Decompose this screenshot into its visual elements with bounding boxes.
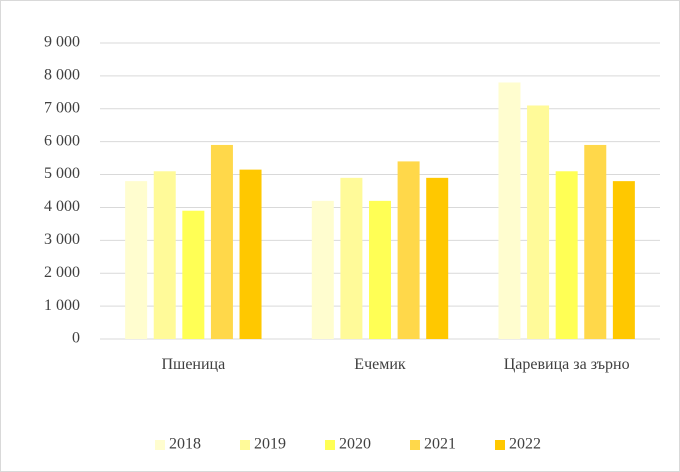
legend-swatch bbox=[495, 440, 505, 450]
bar bbox=[426, 177, 449, 339]
legend-swatch bbox=[410, 440, 420, 450]
legend-label: 2020 bbox=[339, 436, 371, 453]
bar bbox=[239, 169, 262, 339]
legend-swatch bbox=[240, 440, 250, 450]
y-tick-label: 5 000 bbox=[44, 165, 80, 182]
bar bbox=[397, 161, 420, 339]
bar bbox=[340, 177, 363, 339]
legend-label: 2018 bbox=[169, 436, 201, 453]
bar bbox=[555, 171, 578, 339]
bar bbox=[210, 144, 233, 339]
bar bbox=[182, 210, 205, 339]
y-tick-label: 6 000 bbox=[44, 132, 80, 149]
y-tick-label: 8 000 bbox=[44, 67, 80, 84]
bar bbox=[311, 200, 334, 339]
x-tick-label: Царевица за зърно bbox=[503, 356, 630, 373]
x-tick-label: Ечемик bbox=[354, 356, 406, 373]
bar bbox=[612, 181, 635, 339]
legend-label: 2019 bbox=[254, 436, 286, 453]
y-tick-label: 1 000 bbox=[44, 297, 80, 314]
x-tick-label: Пшеница bbox=[161, 356, 226, 373]
bar bbox=[498, 82, 521, 339]
bar bbox=[527, 105, 550, 339]
y-tick-label: 3 000 bbox=[44, 231, 80, 248]
bar bbox=[153, 171, 176, 339]
y-tick-label: 9 000 bbox=[44, 34, 80, 51]
y-tick-label: 4 000 bbox=[44, 198, 80, 215]
bar bbox=[125, 181, 148, 339]
bar bbox=[584, 144, 607, 339]
bar bbox=[369, 200, 391, 339]
legend-label: 2021 bbox=[424, 436, 456, 453]
y-tick-label: 7 000 bbox=[44, 99, 80, 116]
legend-swatch bbox=[155, 440, 165, 450]
y-tick-label: 0 bbox=[72, 330, 80, 347]
legend-swatch bbox=[325, 440, 335, 450]
legend-label: 2022 bbox=[509, 436, 541, 453]
y-tick-label: 2 000 bbox=[44, 264, 80, 281]
